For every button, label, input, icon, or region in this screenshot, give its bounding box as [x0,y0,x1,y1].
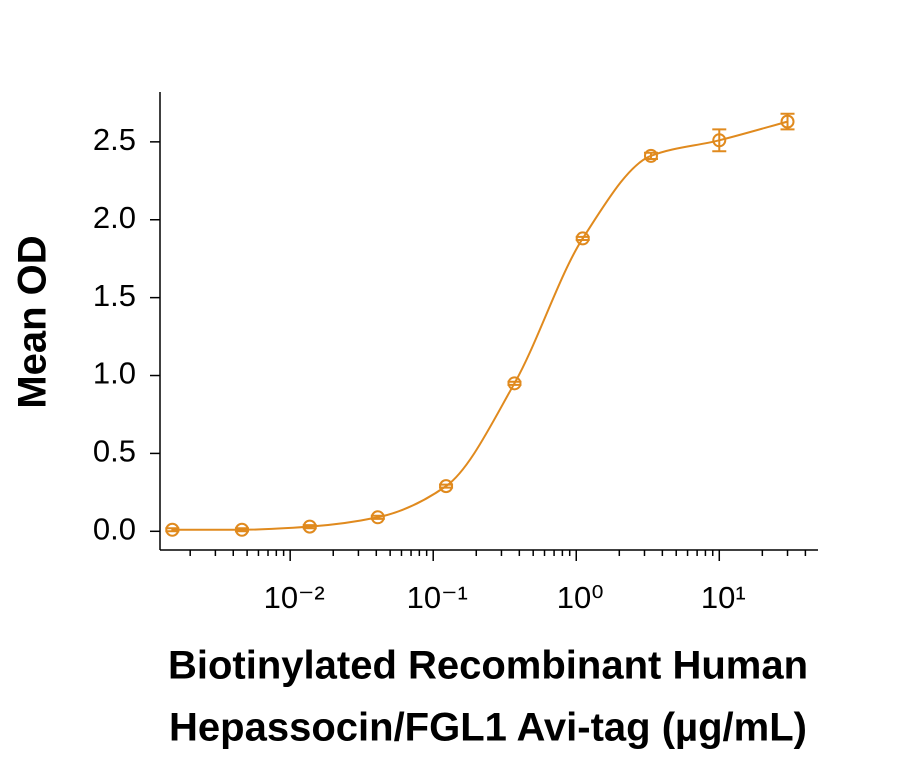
data-point [439,479,454,494]
error-bar [507,380,522,386]
data-point [780,114,795,129]
y-tick-label: 0.5 [93,434,136,469]
x-axis-label: Hepassocin/FGL1 Avi-tag (µg/mL) [169,706,807,750]
error-bar [302,524,317,530]
data-point [643,148,658,163]
y-tick-label: 2.5 [93,122,136,157]
x-tick-label: 10⁰ [557,580,604,615]
data-point [575,231,590,246]
data-point [302,519,317,534]
error-bar [370,514,385,520]
fit-curve [172,120,788,531]
x-tick-label: 10⁻² [264,580,325,615]
x-axis-label: Biotinylated Recombinant Human [168,644,808,688]
error-bar [234,527,249,533]
x-tick-label: 10¹ [701,580,746,615]
error-bar [575,235,590,241]
y-axis-label: Mean OD [11,235,55,408]
y-tick-label: 2.0 [93,200,136,235]
x-tick-label: 10⁻¹ [407,580,468,615]
error-bar [439,483,454,489]
error-bar [165,527,180,533]
data-point [507,376,522,391]
data-point [370,510,385,525]
data-point [165,522,180,537]
error-bar [712,128,727,153]
y-tick-label: 0.0 [93,511,136,546]
y-tick-label: 1.0 [93,356,136,391]
y-tick-label: 1.5 [93,278,136,313]
data-point [712,133,727,148]
data-point [234,522,249,537]
